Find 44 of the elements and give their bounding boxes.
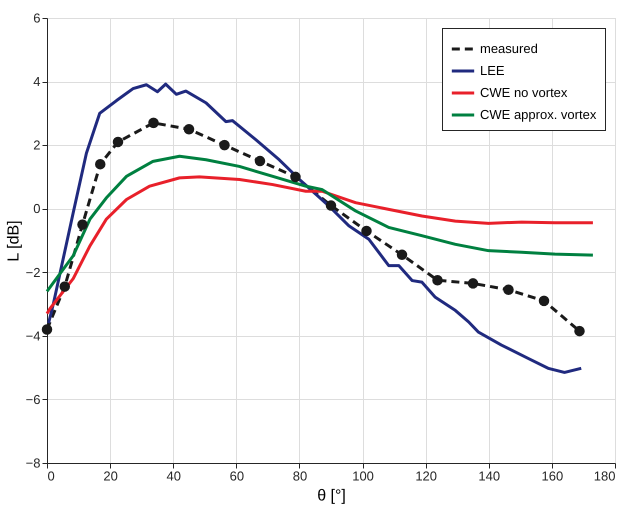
- x-tick-label: 60: [230, 468, 244, 484]
- line-series: [46, 154, 594, 293]
- y-tick-label: 6: [33, 10, 40, 26]
- point: [42, 324, 52, 335]
- point: [219, 140, 230, 150]
- point: [148, 118, 159, 128]
- x-tick-label: 160: [542, 468, 564, 484]
- y-tick-label: −4: [26, 328, 40, 344]
- legend-label: CWE no vortex: [480, 85, 568, 100]
- x-axis-title: θ [°]: [317, 488, 346, 504]
- point: [95, 158, 106, 170]
- y-tick-label: −6: [26, 392, 40, 407]
- point: [112, 136, 124, 148]
- point: [326, 200, 336, 211]
- point: [538, 296, 550, 306]
- y-tick-label: 2: [33, 138, 40, 153]
- y-axis-title: L [dB]: [6, 220, 23, 262]
- y-tick-label: −2: [26, 264, 40, 280]
- point: [361, 226, 372, 236]
- point: [468, 278, 478, 289]
- point: [254, 156, 266, 166]
- legend-label: CWE approx. vortex: [480, 107, 597, 122]
- point: [290, 172, 301, 182]
- x-tick-label: 100: [352, 468, 374, 484]
- y-tick-label: −8: [26, 456, 40, 470]
- legend-label: measured: [480, 41, 538, 56]
- x-tick-label: 40: [166, 468, 181, 484]
- point: [396, 250, 408, 260]
- y-tick-label: 0: [33, 201, 40, 216]
- x-tick-label: 80: [292, 468, 308, 484]
- x-tick-label: 120: [415, 468, 438, 484]
- legend-label: LEE: [480, 63, 505, 78]
- point: [574, 326, 585, 336]
- y-tick-label: 4: [33, 74, 40, 90]
- point: [77, 219, 88, 230]
- x-tick-label: 180: [594, 468, 616, 484]
- x-tick-label: 0: [48, 468, 55, 484]
- x-tick-label: 20: [103, 468, 118, 484]
- point: [432, 275, 443, 286]
- point: [184, 124, 194, 134]
- x-tick-label: 140: [478, 468, 500, 484]
- point: [60, 281, 70, 292]
- point: [503, 284, 514, 295]
- line-series: [46, 175, 594, 316]
